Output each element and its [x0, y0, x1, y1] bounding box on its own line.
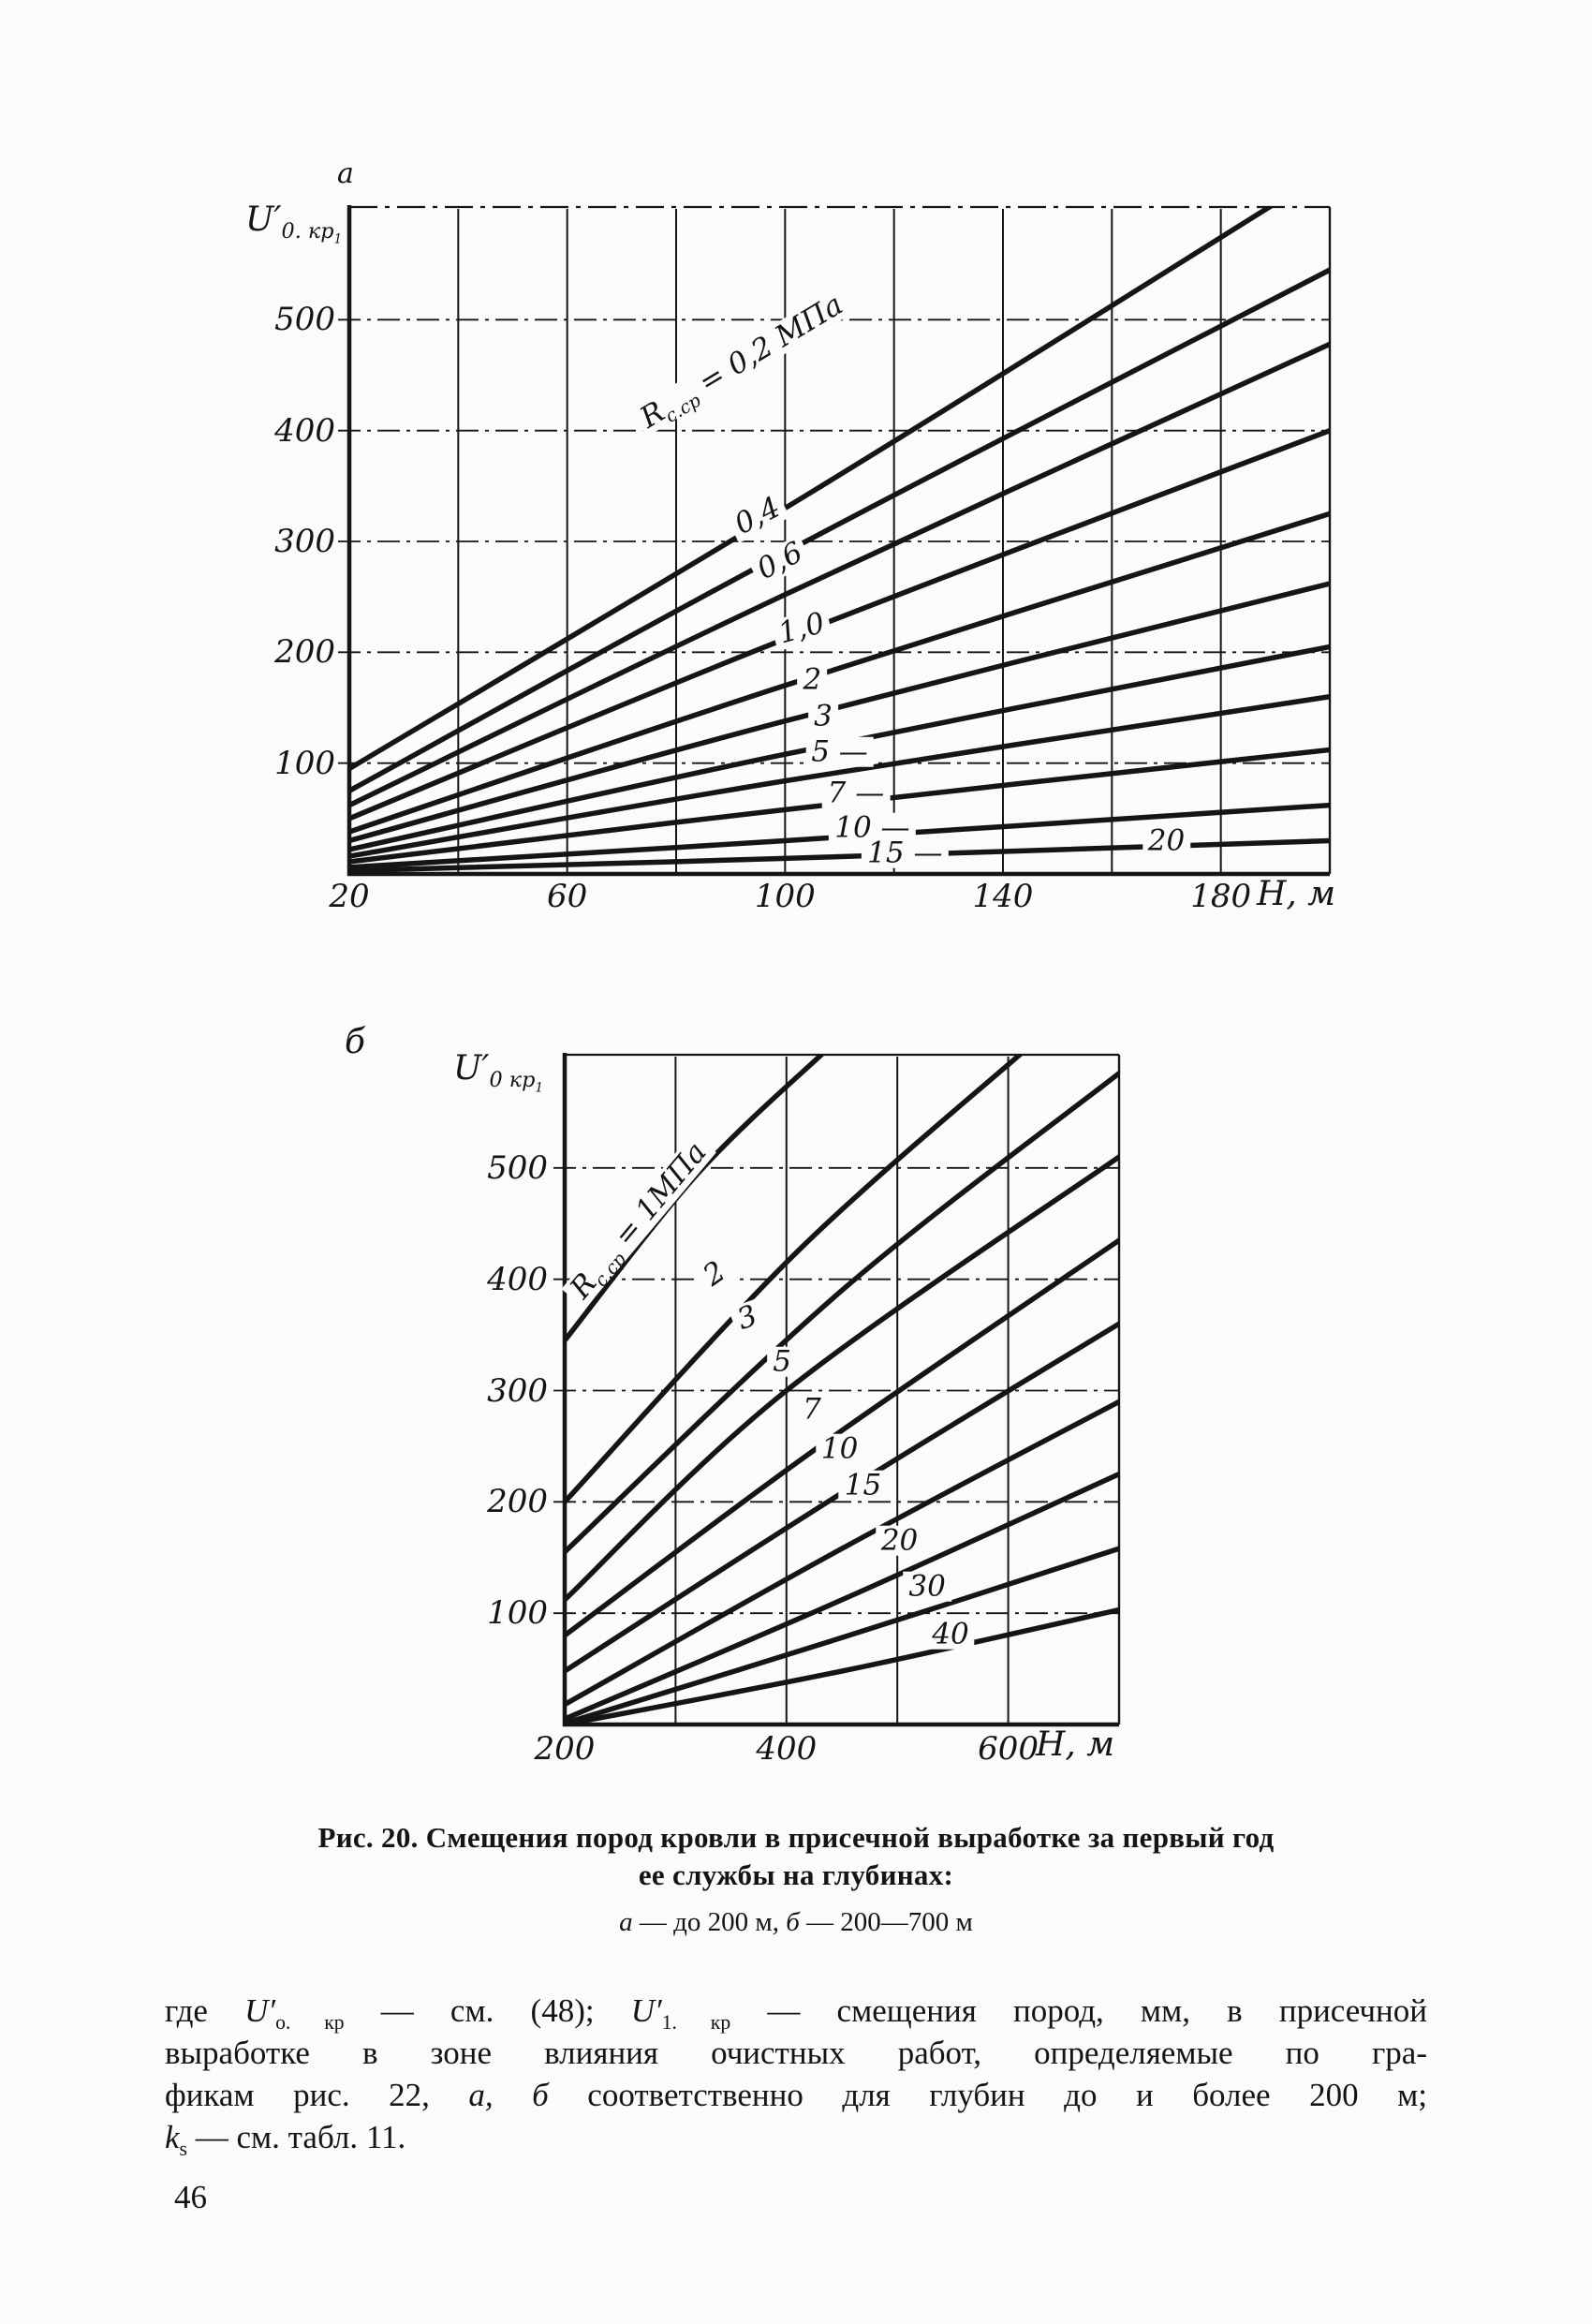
panel-letter-b: б [345, 1023, 365, 1061]
data-curve-Rс-ср-0-2-МПа [349, 207, 1275, 772]
curve-label: 20 [1142, 825, 1191, 856]
y-tick-label: 100 [274, 744, 335, 782]
x-tick-label: 20 [329, 878, 370, 915]
curve-label: 15 — [862, 837, 949, 868]
data-curve-2 [565, 1055, 1024, 1505]
x-tick-label: 400 [756, 1730, 818, 1768]
y-tick-label: 300 [487, 1371, 548, 1410]
data-curve-15 [349, 802, 1330, 870]
body-line: выработке в зоне влияния очистных работ,… [165, 2035, 1427, 2071]
data-curve-3 [565, 1071, 1119, 1555]
data-curve-40 [565, 1606, 1119, 1724]
data-curve-5 [349, 644, 1330, 852]
body-line: где U′о. кр — см. (48); U′1. кр — смещен… [165, 1992, 1427, 2034]
data-curve-10 [349, 747, 1330, 865]
y-tick-label: 400 [487, 1260, 548, 1298]
x-tick-label: 200 [534, 1730, 596, 1768]
x-axis-label: Н, м [1036, 1725, 1115, 1764]
curve-label: 2 [797, 665, 828, 696]
curve-label: 5 [767, 1346, 797, 1377]
y-tick-label: 500 [487, 1148, 548, 1187]
x-tick-label: 180 [1190, 878, 1252, 915]
curve-label: 7 — [821, 777, 891, 808]
data-curve-3 [349, 581, 1330, 844]
panel-letter-a: а [337, 157, 354, 190]
y-tick-label: 200 [274, 633, 335, 672]
data-curve-30 [565, 1546, 1119, 1724]
y-tick-label: 500 [274, 301, 335, 339]
body-line: ks — см. табл. 11. [165, 2119, 406, 2160]
y-tick-label: 300 [274, 523, 335, 560]
y-tick-label: 200 [487, 1483, 548, 1521]
body-paragraph: где U′о. кр — см. (48); U′1. кр — смещен… [165, 1990, 1427, 2160]
curve-label: 10 [815, 1434, 864, 1465]
curve-label: 30 [903, 1571, 951, 1602]
caption-line-2: ее службы на глубинах: [638, 1858, 954, 1891]
y-tick-label: 400 [274, 411, 335, 450]
data-curve-20 [565, 1471, 1119, 1722]
curve-label: 7 [797, 1394, 827, 1425]
caption-subline: а — до 200 м, б — 200—700 м [619, 1907, 973, 1937]
data-curve-0-6 [349, 341, 1330, 808]
y-axis-label: U′0 кр1 [453, 1049, 544, 1096]
x-tick-label: 100 [754, 878, 816, 915]
y-tick-label: 100 [487, 1594, 548, 1633]
caption-line-1: Рис. 20. Смещения пород кровли в присечн… [317, 1821, 1275, 1854]
x-tick-label: 140 [972, 878, 1034, 915]
curve-label: 5 — [805, 737, 874, 768]
data-curve-15 [565, 1399, 1119, 1708]
curve-label: 20 [875, 1526, 924, 1557]
data-curve-2 [349, 511, 1330, 835]
data-curve-5 [565, 1154, 1119, 1603]
curve-label: 15 [838, 1470, 888, 1501]
data-curve-20 [349, 837, 1330, 874]
data-curve-7 [349, 693, 1330, 859]
y-axis-label: U′0. кр1 [245, 200, 343, 247]
x-tick-label: 600 [978, 1730, 1039, 1768]
curve-label: 3 [808, 702, 838, 733]
body-line: фикам рис. 22, а, б соответственно для г… [165, 2077, 1427, 2113]
page-number: 46 [174, 2179, 207, 2215]
figure-caption: Рис. 20. Смещения пород кровли в присечн… [159, 1819, 1433, 1938]
x-tick-label: 60 [547, 878, 588, 915]
curve-label: 40 [926, 1619, 975, 1650]
x-axis-label: Н, м [1257, 875, 1336, 913]
data-curve-0-4 [349, 267, 1330, 793]
